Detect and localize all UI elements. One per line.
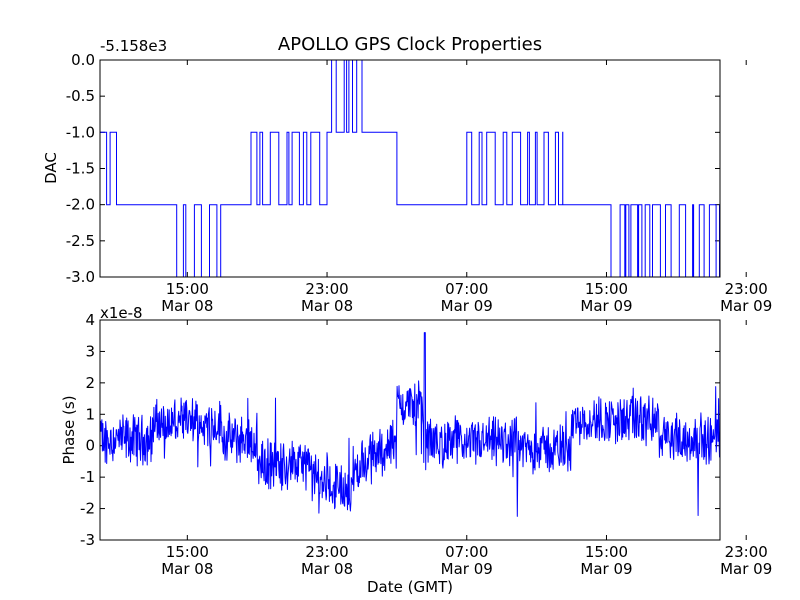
dac-x-tick-date: Mar 08: [161, 297, 213, 315]
phase-series-line: [100, 332, 720, 517]
phase-x-tick-time: 15:00: [585, 543, 628, 561]
dac-y-tick-label: 0.0: [71, 51, 95, 69]
dac-y-tick-label: -1.5: [66, 160, 95, 178]
phase-offset-label: x1e-8: [100, 304, 143, 322]
dac-x-tick-date: Mar 09: [441, 297, 493, 315]
phase-y-tick-label: 2: [85, 374, 95, 392]
phase-y-label: Phase (s): [60, 395, 78, 464]
phase-x-tick-date: Mar 08: [161, 560, 213, 578]
dac-x-tick-date: Mar 09: [580, 297, 632, 315]
phase-x-tick-date: Mar 09: [580, 560, 632, 578]
phase-y-tick-label: -1: [80, 468, 95, 486]
dac-x-tick-time: 15:00: [585, 280, 628, 298]
dac-x-tick-time: 15:00: [166, 280, 209, 298]
chart-title: APOLLO GPS Clock Properties: [278, 34, 542, 55]
dac-y-tick-label: -3.0: [66, 268, 95, 286]
phase-x-tick-time: 23:00: [305, 543, 348, 561]
phase-x-tick-time: 23:00: [725, 543, 768, 561]
dac-x-tick-time: 23:00: [305, 280, 348, 298]
dac-x-tick-date: Mar 08: [301, 297, 353, 315]
phase-y-tick-label: 4: [85, 311, 95, 329]
dac-y-tick-label: -0.5: [66, 87, 95, 105]
dac-panel: -5.158e3 0.0 -0.5 -1.0 -1.5 -2.0 -2.5 -3.0 15:…: [42, 37, 772, 315]
dac-offset-label: -5.158e3: [100, 37, 167, 55]
dac-y-tick-label: -2.0: [66, 196, 95, 214]
phase-x-label: Date (GMT): [367, 578, 453, 596]
phase-y-tick-label: 3: [85, 342, 95, 360]
phase-y-tick-label: -2: [80, 500, 95, 518]
dac-y-axis: 0.0 -0.5 -1.0 -1.5 -2.0 -2.5 -3.0: [66, 51, 720, 286]
dac-plot-frame: [99, 59, 721, 278]
phase-y-tick-label: -3: [80, 531, 95, 549]
phase-y-tick-label: 0: [85, 437, 95, 455]
phase-y-tick-label: 1: [85, 405, 95, 423]
dac-series-line: [100, 60, 720, 277]
dac-x-tick-time: 07:00: [445, 280, 488, 298]
phase-plot-frame: [99, 319, 721, 541]
dac-y-tick-label: -2.5: [66, 232, 95, 250]
dac-y-tick-label: -1.0: [66, 123, 95, 141]
dac-x-tick-time: 23:00: [725, 280, 768, 298]
phase-x-tick-date: Mar 08: [301, 560, 353, 578]
phase-x-tick-time: 15:00: [166, 543, 209, 561]
phase-x-tick-date: Mar 09: [720, 560, 772, 578]
dac-y-label: DAC: [42, 152, 60, 184]
dac-x-tick-date: Mar 09: [720, 297, 772, 315]
phase-x-tick-date: Mar 09: [441, 560, 493, 578]
phase-x-tick-time: 07:00: [445, 543, 488, 561]
